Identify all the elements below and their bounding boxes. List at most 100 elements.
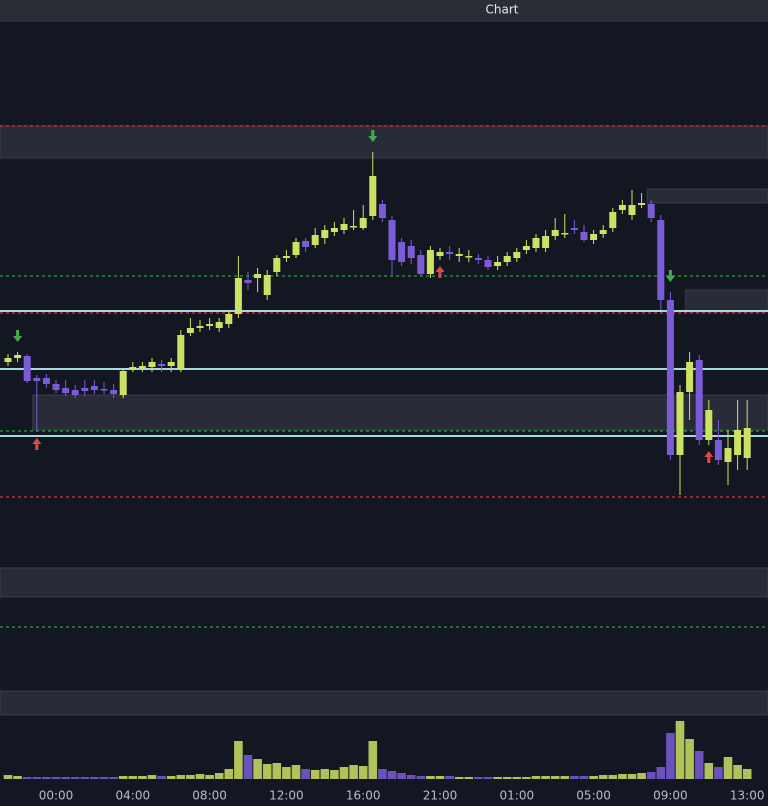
x-tick-label: 04:00 [116,789,151,803]
x-tick-label: 13:00 [730,789,765,803]
candle-body [666,300,674,455]
volume-bar [205,775,214,779]
candle-body [638,203,646,205]
volume-bar [243,755,253,779]
volume-bar [138,776,147,779]
volume-bar [589,776,598,779]
volume-bar [502,777,512,779]
candle-body [676,392,684,455]
candle-body [503,256,511,262]
volume-bar [637,773,646,779]
volume-bar [109,777,118,779]
candle-body [177,335,185,370]
zone [685,289,768,313]
candle-body [81,388,89,391]
volume-bar [723,757,733,779]
candle-body [618,205,626,210]
volume-bar [118,776,128,779]
candle-body [705,410,713,440]
candle-body [158,364,166,366]
volume-bar [378,769,387,779]
zone [0,125,768,159]
volume-bar [627,774,637,779]
volume-bar [656,767,666,779]
candle-body [494,262,502,266]
volume-bar [214,773,224,779]
candle-body [695,360,703,440]
volume-bar [598,775,608,779]
sell-arrow [13,330,23,342]
candle-body [551,230,559,236]
candle-body [484,260,492,267]
candle-body [532,238,540,248]
candle-body [436,252,444,256]
candle-body [110,390,118,394]
candle-body [282,256,290,258]
candle-body [378,204,386,218]
volume-bar [330,770,339,779]
candle-body [234,278,242,314]
candle-body [474,258,482,260]
candle-body [590,234,598,240]
volume-bar [61,777,70,779]
candle-body [542,236,550,248]
volume-bar [406,775,416,779]
volume-bar [694,751,704,779]
candle-body [311,235,319,245]
volume-bar [666,733,675,779]
volume-bar [99,777,109,779]
volume-bar [128,776,138,779]
volume-bar [560,776,570,779]
candle-body [196,326,204,328]
candle-body [90,386,98,390]
candle-body [369,176,377,216]
candle-body [23,356,31,381]
candle-body [129,367,137,369]
candle-body [561,233,569,235]
volume-bar [282,767,291,779]
volume-bar [704,763,714,779]
zone [0,567,768,598]
candle-body [33,378,41,381]
candle-body [263,275,271,295]
candle-body [446,252,454,254]
volume-bar [522,777,531,779]
sell-arrow [368,130,378,142]
volume-bar [42,777,51,779]
candle-body [522,246,530,250]
volume-bar [608,775,618,779]
buy-arrow [32,438,42,450]
candle-body [206,324,214,326]
volume-bar [541,776,550,779]
volume-bar [80,777,90,779]
volume-bar [435,776,445,779]
candle-body [657,220,665,300]
volume-bar [157,776,166,779]
volume-bar [464,777,474,779]
sell-arrow [665,270,675,282]
zone [32,394,768,431]
volume-bar [70,777,80,779]
candle-body [417,255,425,274]
candle-body [244,280,252,283]
volume-bar [512,777,522,779]
volume-bar [349,765,358,779]
candle-body [580,232,588,240]
candle-body [273,258,281,272]
candle-body [359,218,367,228]
candle-body [52,384,60,390]
volume-bar [195,774,205,779]
volume-bar [493,777,502,779]
candle-body [254,274,262,278]
volume-bar [262,764,272,779]
candle-body [570,228,578,230]
volume-bar [445,776,454,779]
candle-body [62,388,70,393]
volume-bar [3,775,13,779]
volume-bar [454,777,464,779]
volume-bar [570,776,579,779]
x-tick-label: 21:00 [423,789,458,803]
candle-body [302,241,310,247]
volume-bar [550,776,560,779]
volume-bar [291,765,301,779]
